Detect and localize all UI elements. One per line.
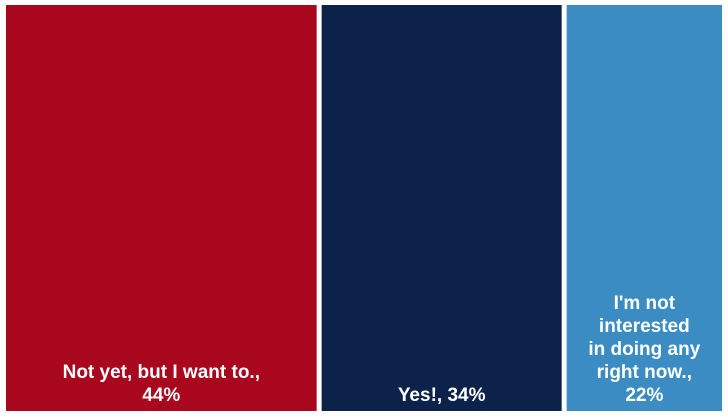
tile-label-3: I'm not interested in doing any right now.,… <box>588 293 700 406</box>
tile-label-line: right now., <box>597 362 692 383</box>
tile-2 <box>321 5 562 411</box>
tile-1 <box>6 5 317 411</box>
tile-label-2: Yes!, 34% <box>398 385 486 406</box>
tile-label-line: I'm not <box>614 293 676 314</box>
tile-label-line: 44% <box>142 385 180 406</box>
tile-label-line: Not yet, but I want to., <box>63 362 260 383</box>
tile-3 <box>566 5 722 411</box>
tile-label-line: interested <box>599 316 690 337</box>
tile-label-line: 22% <box>625 385 663 406</box>
tiles-layer <box>6 5 722 411</box>
tile-label-line: in doing any <box>588 339 700 360</box>
tile-label-1: Not yet, but I want to., 44% <box>63 362 260 406</box>
tile-label-line: Yes!, 34% <box>398 385 486 406</box>
labels-layer: Not yet, but I want to., 44% Yes!, 34% I'm … <box>63 293 701 406</box>
